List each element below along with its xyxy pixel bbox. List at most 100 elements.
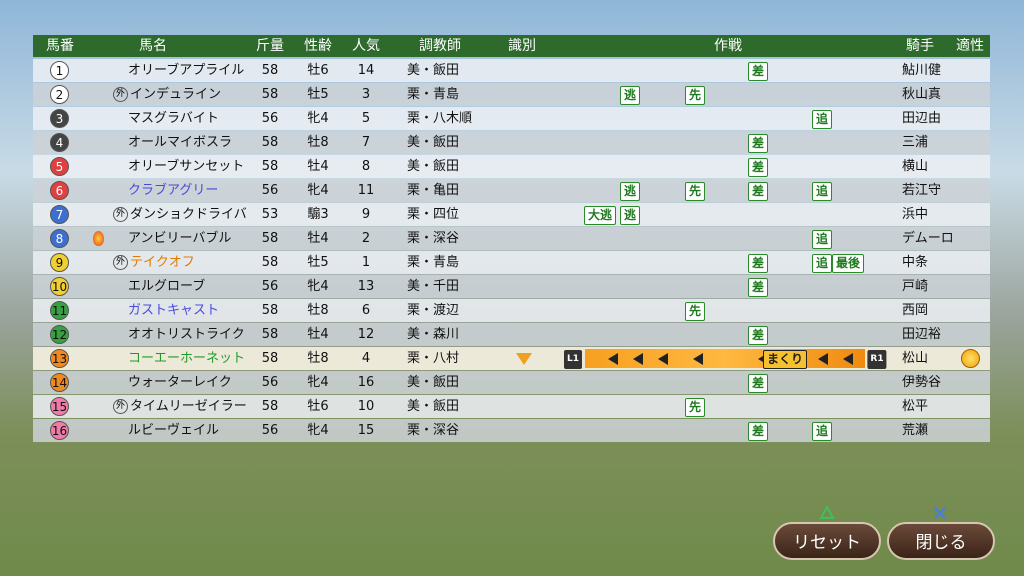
- sex-age: 牡8: [307, 303, 329, 318]
- reset-button[interactable]: リセット: [773, 522, 881, 560]
- trainer: 美・飯田: [407, 399, 460, 414]
- table-row: 11 ガストキャスト 58 牡8 6 栗・渡辺 西岡 先: [33, 299, 990, 322]
- popularity: 9: [361, 207, 371, 222]
- tactic-badge: 先: [684, 398, 706, 417]
- trainer: 栗・四位: [407, 207, 460, 222]
- table-row: 1 オリーブアプライル 58 牡6 14 美・飯田 鮎川健 差: [33, 59, 990, 82]
- horse-number: 8: [50, 229, 69, 248]
- horse-name: コーエーホーネット: [128, 351, 246, 366]
- tactic-badge: 差: [747, 422, 769, 441]
- trainer: 栗・八村: [407, 351, 460, 366]
- horse-number: 1: [50, 61, 69, 80]
- trainer: 美・森川: [407, 327, 460, 342]
- tactic-badge: 先: [684, 302, 706, 321]
- horse-name: ウォーターレイク: [128, 375, 232, 390]
- sex-age: 牝4: [307, 183, 329, 198]
- table-row: 13 コーエーホーネット 58 牡8 4 栗・八村 松山 まくり L1 R1: [33, 347, 990, 370]
- horse-name: テイクオフ: [130, 255, 195, 270]
- column-header: 馬番: [46, 38, 74, 54]
- horse-name: クラブアグリー: [128, 183, 219, 198]
- jockey: 田辺裕: [902, 327, 942, 342]
- table-row: 15 外タイムリーゼイラー 58 牡6 10 美・飯田 松平 先: [33, 395, 990, 418]
- jockey: デムーロ: [902, 231, 954, 246]
- weight: 56: [261, 111, 279, 126]
- horse-name: オリーブアプライル: [128, 63, 245, 78]
- column-header: 調教師: [419, 38, 461, 54]
- tactic-badge: 差: [747, 158, 769, 177]
- popularity: 4: [361, 351, 371, 366]
- tactic-badge: 追: [811, 254, 833, 273]
- sex-age: 牡4: [307, 231, 329, 246]
- horse-name: オールマイボスラ: [128, 135, 233, 150]
- table-row: 12 オオトリストライク 58 牡4 12 美・森川 田辺裕 差: [33, 323, 990, 346]
- jockey: 田辺由: [902, 111, 942, 126]
- column-header: 人気: [352, 38, 380, 54]
- tactic-badge: まくり: [762, 350, 808, 369]
- arrow-icon: [693, 353, 703, 365]
- tactic-badge: 差: [747, 326, 769, 345]
- popularity: 11: [357, 183, 375, 198]
- jockey: 中条: [902, 255, 929, 270]
- horse-number: 7: [50, 205, 69, 224]
- jockey: 荒瀬: [902, 423, 929, 438]
- weight: 58: [261, 63, 279, 78]
- aptitude-face: [961, 349, 980, 368]
- trainer: 美・飯田: [407, 135, 460, 150]
- trainer: 栗・八木順: [407, 111, 473, 126]
- trainer: 栗・深谷: [407, 231, 460, 246]
- foreign-mark: 外: [113, 207, 128, 222]
- range-label: L1: [564, 350, 582, 369]
- foreign-mark: 外: [113, 255, 128, 270]
- horse-number: 9: [50, 253, 69, 272]
- jockey: 伊勢谷: [902, 375, 942, 390]
- sex-age: 牝4: [307, 375, 329, 390]
- arrow-icon: [633, 353, 643, 365]
- sex-age: 牡6: [307, 63, 329, 78]
- horse-number: 12: [50, 325, 69, 344]
- table-row: 9 外テイクオフ 58 牡5 1 栗・青島 中条 差 追最後: [33, 251, 990, 274]
- horse-name: マスグラバイト: [128, 111, 219, 126]
- popularity: 7: [361, 135, 371, 150]
- jockey: 鮎川健: [902, 63, 942, 78]
- sex-age: 牡6: [307, 399, 329, 414]
- fire-icon: [93, 231, 104, 246]
- tactic-badge: 逃: [619, 86, 641, 105]
- tactic-badge: 差: [747, 254, 769, 273]
- column-header: 馬名: [139, 38, 167, 54]
- tactic-badge: 差: [747, 374, 769, 393]
- sex-age: 騸3: [307, 207, 329, 222]
- weight: 56: [261, 279, 279, 294]
- close-button[interactable]: 閉じる: [887, 522, 995, 560]
- jockey: 松山: [902, 351, 929, 366]
- table-row: 16 ルビーヴェイル 56 牝4 15 栗・深谷 荒瀬 差 追: [33, 419, 990, 442]
- tactic-badge: 追: [811, 422, 833, 441]
- tactic-badge: 追: [811, 182, 833, 201]
- arrow-icon: [608, 353, 618, 365]
- horse-number: 15: [50, 397, 69, 416]
- jockey: 三浦: [902, 135, 929, 150]
- sex-age: 牡8: [307, 351, 329, 366]
- horse-name: タイムリーゼイラー: [130, 399, 247, 414]
- table-row: 7 外ダンショクドライバ 53 騸3 9 栗・四位 浜中 大逃逃: [33, 203, 990, 226]
- arrow-icon: [818, 353, 828, 365]
- sex-age: 牡4: [307, 159, 329, 174]
- sex-age: 牝4: [307, 423, 329, 438]
- horse-number: 10: [50, 277, 69, 296]
- horse-number: 14: [50, 373, 69, 392]
- sex-age: 牝4: [307, 279, 329, 294]
- horse-name: アンビリーバブル: [128, 231, 232, 246]
- column-header: 騎手: [906, 38, 934, 54]
- foreign-mark: 外: [113, 87, 128, 102]
- tactic-badge: 追: [811, 110, 833, 129]
- popularity: 14: [357, 63, 375, 78]
- trainer: 栗・渡辺: [407, 303, 460, 318]
- table-row: 2 外インデュライン 58 牡5 3 栗・青島 秋山真 逃 先: [33, 83, 990, 106]
- horse-name: ガストキャスト: [128, 303, 220, 318]
- weight: 58: [261, 351, 279, 366]
- horse-name: ダンショクドライバ: [130, 207, 247, 222]
- weight: 58: [261, 231, 279, 246]
- popularity: 2: [361, 231, 371, 246]
- table-header: 馬番 馬名 斤量 性齢 人気 調教師 識別 作戦 騎手 適性: [33, 35, 990, 57]
- horse-name: オオトリストライク: [128, 327, 245, 342]
